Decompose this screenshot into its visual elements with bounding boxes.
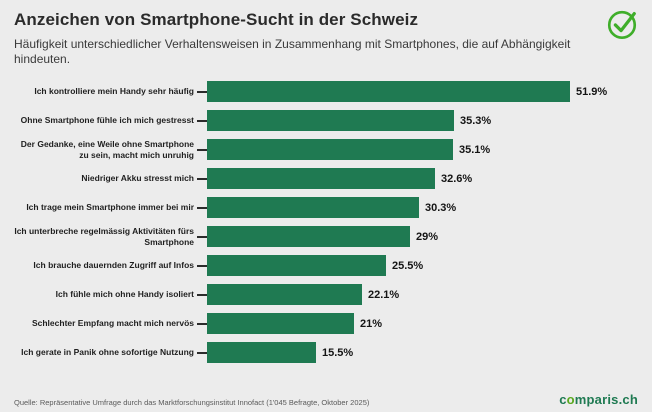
bar-track: 51.9%: [207, 81, 652, 102]
value-label: 15.5%: [322, 346, 354, 359]
category-label: Ich fühle mich ohne Handy isoliert: [55, 289, 194, 300]
value-label: 35.3%: [460, 114, 492, 127]
value-label: 22.1%: [368, 288, 400, 301]
bar: [207, 226, 410, 247]
value-label: 51.9%: [576, 85, 608, 98]
category-label: Ich trage mein Smartphone immer bei mir: [26, 202, 194, 213]
brand-logo-rest: mparis.ch: [574, 392, 638, 407]
leader-line: [197, 264, 207, 267]
bar-track: 15.5%: [207, 342, 652, 363]
header: Anzeichen von Smartphone-Sucht in der Sc…: [0, 0, 652, 67]
leader-line: [197, 148, 207, 151]
bar-track: 21%: [207, 313, 652, 334]
leader-line: [197, 90, 207, 93]
bar: [207, 313, 354, 334]
bar-row: Schlechter Empfang macht mich nervös 21%: [12, 309, 652, 338]
leader-line: [197, 206, 207, 209]
value-label: 29%: [416, 230, 439, 243]
bar-track: 29%: [207, 226, 652, 247]
leader-line: [197, 119, 207, 122]
bar-row: Ich brauche dauernden Zugriff auf Infos 2…: [12, 251, 652, 280]
leader-line: [197, 235, 207, 238]
value-label: 35.1%: [459, 143, 491, 156]
bar-row: Ich unterbreche regelmässig Aktivitäten …: [12, 222, 652, 251]
value-label: 25.5%: [392, 259, 424, 272]
bar-row: Ich kontrolliere mein Handy sehr häufig 5…: [12, 77, 652, 106]
bar-row: Ich fühle mich ohne Handy isoliert 22.1%: [12, 280, 652, 309]
bar-track: 35.3%: [207, 110, 652, 131]
bar: [207, 139, 453, 160]
bar: [207, 197, 419, 218]
category-label: Schlechter Empfang macht mich nervös: [31, 318, 194, 329]
category-label: Ich unterbreche regelmässig Aktivitäten …: [14, 226, 194, 247]
source-note: Quelle: Repräsentative Umfrage durch das…: [14, 398, 370, 407]
check-circle-icon: [605, 7, 639, 41]
brand-logo: comparis.ch: [559, 392, 638, 407]
bar-track: 30.3%: [207, 197, 652, 218]
brand-logo-o: o: [566, 392, 575, 407]
bar: [207, 110, 454, 131]
value-label: 21%: [360, 317, 383, 330]
bar: [207, 168, 435, 189]
bar-row: Ich trage mein Smartphone immer bei mir 3…: [12, 193, 652, 222]
bar-row: Ohne Smartphone fühle ich mich gestresst…: [12, 106, 652, 135]
bar: [207, 255, 386, 276]
value-label: 32.6%: [441, 172, 473, 185]
category-label: Ohne Smartphone fühle ich mich gestresst: [20, 115, 194, 126]
page-title: Anzeichen von Smartphone-Sucht in der Sc…: [14, 10, 419, 29]
leader-line: [197, 322, 207, 325]
bar-track: 25.5%: [207, 255, 652, 276]
bar-chart: Ich kontrolliere mein Handy sehr häufig 5…: [0, 77, 652, 367]
leader-line: [197, 351, 207, 354]
bar-row: Niedriger Akku stresst mich 32.6%: [12, 164, 652, 193]
bar-row: Ich gerate in Panik ohne sofortige Nutzu…: [12, 338, 652, 367]
bar: [207, 81, 570, 102]
category-label: Ich brauche dauernden Zugriff auf Infos: [33, 260, 194, 271]
brand-logo-c: c: [559, 392, 567, 407]
category-label: Ich gerate in Panik ohne sofortige Nutzu…: [21, 347, 194, 358]
leader-line: [197, 293, 207, 296]
category-label: Niedriger Akku stresst mich: [81, 173, 194, 184]
bar-track: 35.1%: [207, 139, 652, 160]
value-label: 30.3%: [425, 201, 457, 214]
page-subtitle: Häufigkeit unterschiedlicher Verhaltensw…: [14, 37, 571, 66]
bar-track: 22.1%: [207, 284, 652, 305]
category-label: Ich kontrolliere mein Handy sehr häufig: [34, 86, 194, 97]
category-label: Der Gedanke, eine Weile ohne Smartphone …: [20, 139, 194, 160]
bar: [207, 284, 362, 305]
leader-line: [197, 177, 207, 180]
bar-row: Der Gedanke, eine Weile ohne Smartphone …: [12, 135, 652, 164]
bar-track: 32.6%: [207, 168, 652, 189]
bar: [207, 342, 316, 363]
footer: Quelle: Repräsentative Umfrage durch das…: [14, 392, 638, 407]
